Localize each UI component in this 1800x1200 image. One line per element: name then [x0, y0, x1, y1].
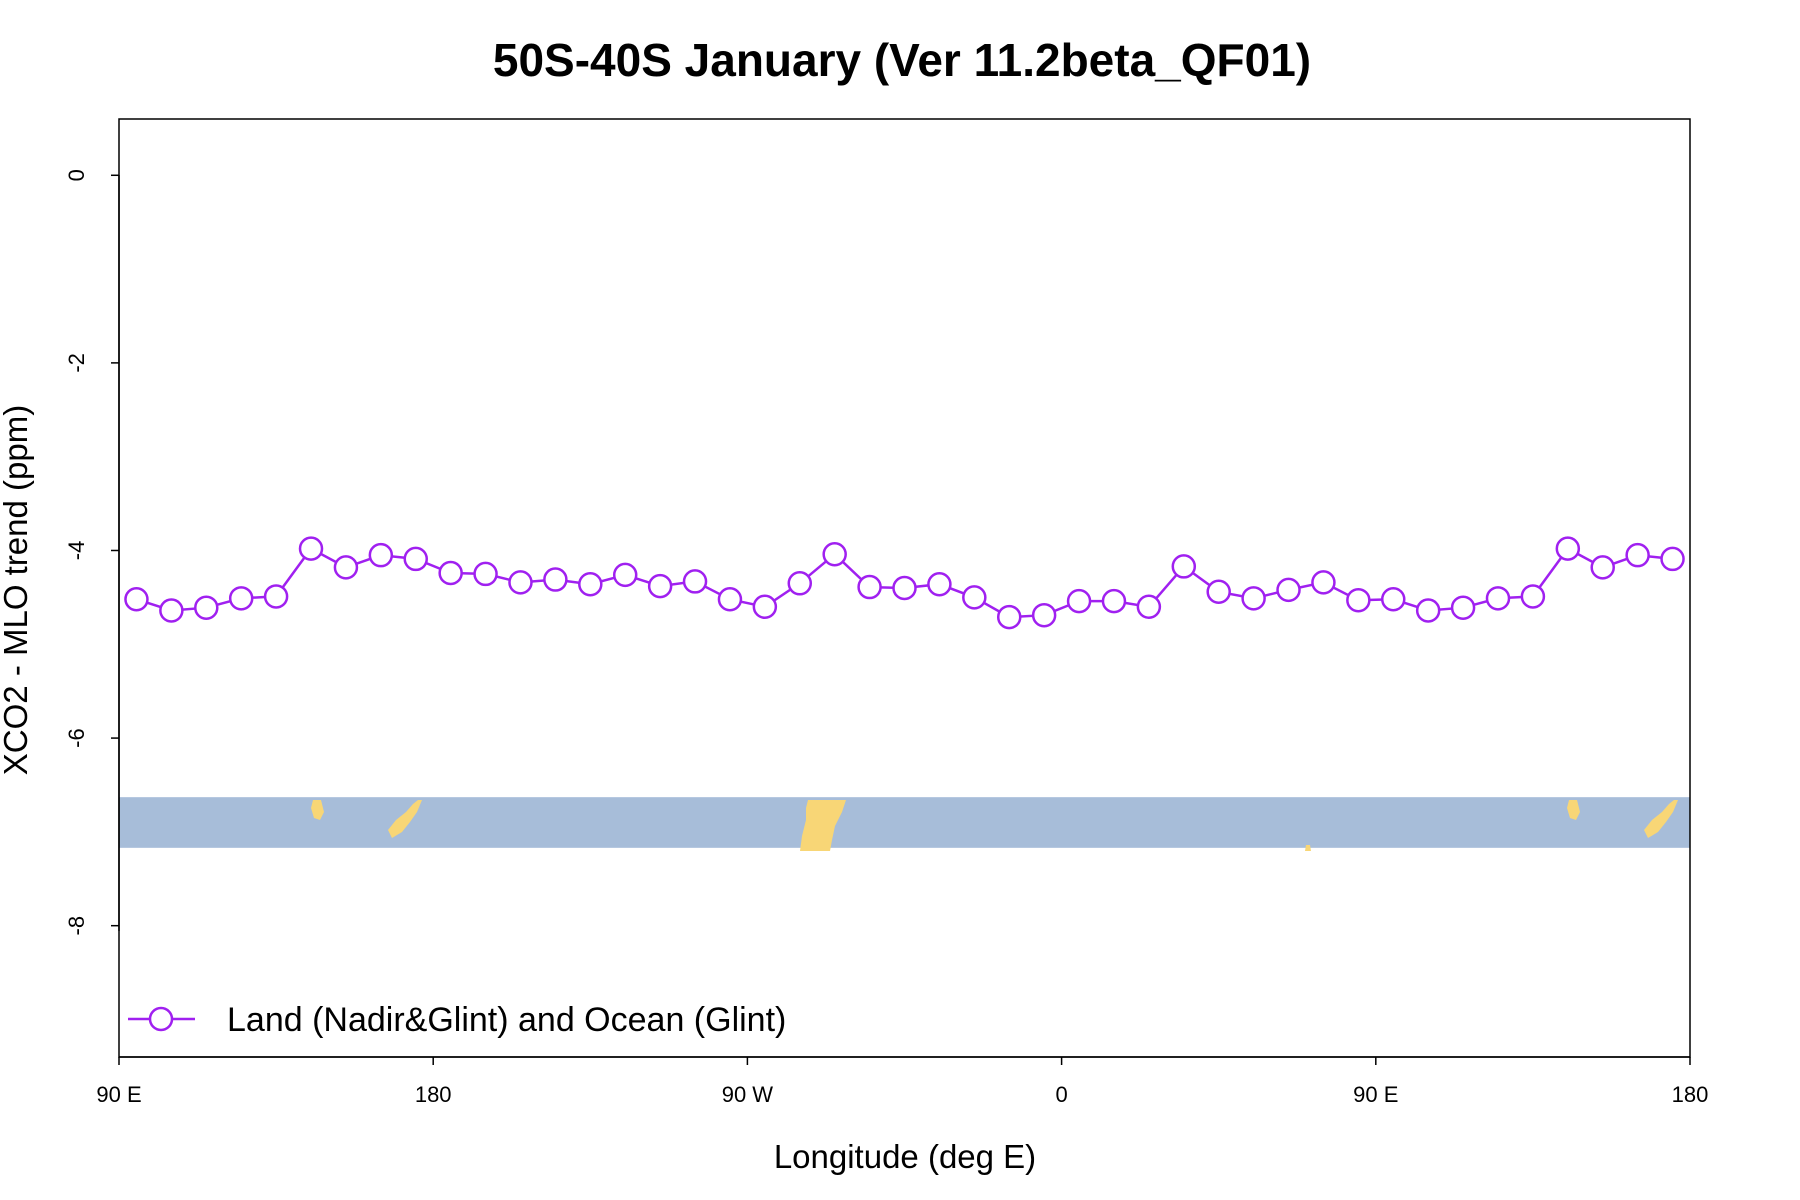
land-patch-island	[1305, 845, 1311, 851]
x-tick-label: 90 W	[722, 1082, 774, 1107]
x-axis-label: Longitude (deg E)	[774, 1138, 1036, 1175]
x-tick-label: 90 E	[96, 1082, 141, 1107]
data-point	[962, 585, 987, 610]
x-tick-label: 180	[1672, 1082, 1709, 1107]
data-point	[1206, 579, 1231, 605]
data-point	[717, 587, 743, 612]
x-tick-label: 0	[1055, 1082, 1067, 1107]
data-point	[822, 541, 847, 567]
legend-label: Land (Nadir&Glint) and Ocean (Glint)	[227, 1001, 786, 1039]
ocean-band	[119, 797, 1690, 848]
data-point	[682, 569, 708, 594]
data-point	[508, 570, 533, 595]
legend: Land (Nadir&Glint) and Ocean (Glint)	[128, 1001, 786, 1039]
x-axis: 90 E 180 90 W 0 90 E 180	[96, 1056, 1709, 1107]
data-point	[1136, 594, 1162, 620]
y-axis-label: XCO2 - MLO trend (ppm)	[0, 405, 34, 775]
data-point	[1171, 554, 1197, 579]
data-point	[1555, 536, 1581, 561]
data-point	[857, 574, 882, 600]
data-point	[473, 561, 498, 587]
y-tick-label: 0	[64, 169, 89, 181]
y-tick-label: -4	[64, 541, 89, 561]
data-point	[1031, 602, 1057, 628]
y-tick-label: -6	[64, 728, 89, 748]
land-patch-south-america	[800, 800, 846, 851]
data-point	[1660, 546, 1685, 572]
data-point	[927, 571, 952, 597]
data-point	[612, 562, 638, 588]
data-point	[892, 575, 917, 601]
data-point	[1520, 584, 1546, 609]
y-tick-label: -2	[64, 353, 89, 373]
data-point	[1346, 587, 1371, 613]
land-patch-tasmania-1	[311, 800, 324, 820]
data-point	[578, 571, 603, 597]
x-tick-label: 90 E	[1353, 1082, 1398, 1107]
data-point	[1485, 586, 1511, 611]
data-point	[159, 598, 184, 623]
data-point	[194, 595, 219, 620]
data-point	[368, 542, 394, 568]
land-patch-new-zealand-1	[388, 800, 422, 838]
data-point	[1590, 555, 1615, 580]
data-point	[1311, 570, 1336, 595]
data-point	[996, 604, 1022, 630]
data-point	[124, 587, 149, 612]
data-point	[228, 586, 254, 611]
data-point	[1241, 586, 1266, 611]
x-tick-label: 180	[415, 1082, 452, 1107]
land-patch-new-zealand-2	[1644, 800, 1678, 838]
data-point	[298, 536, 324, 561]
data-point	[1381, 587, 1406, 612]
data-point	[1625, 542, 1650, 568]
y-tick-label: -8	[64, 916, 89, 936]
data-point	[1450, 595, 1476, 620]
data-point	[1276, 577, 1301, 603]
data-point	[1066, 588, 1092, 614]
data-point	[403, 546, 428, 572]
land-patch-tasmania-2	[1567, 800, 1580, 820]
data-point	[543, 567, 568, 592]
land-mask-band	[119, 797, 1690, 851]
chart-title: 50S-40S January (Ver 11.2beta_QF01)	[493, 34, 1311, 86]
series-group	[124, 536, 1685, 630]
data-point	[263, 584, 289, 609]
data-point	[438, 560, 463, 586]
y-axis: 0 -2 -4 -6 -8	[64, 169, 120, 936]
data-point	[787, 571, 813, 596]
legend-marker	[148, 1006, 174, 1032]
data-point	[333, 555, 359, 580]
land-patches	[311, 800, 1678, 851]
data-point	[1101, 588, 1127, 614]
data-point	[647, 573, 673, 599]
data-point	[1415, 598, 1441, 623]
data-point	[752, 594, 778, 620]
